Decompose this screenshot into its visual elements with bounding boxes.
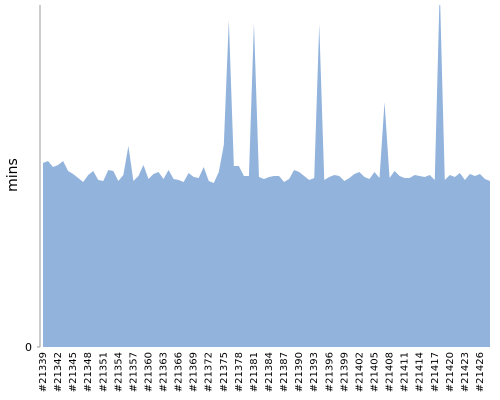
x-tick-label: #21384 [264, 352, 275, 392]
x-tick-label: #21405 [369, 352, 380, 392]
x-tick-label: #21426 [475, 352, 486, 392]
x-tick-label: #21408 [385, 352, 396, 392]
x-tick-label: #21378 [234, 352, 245, 392]
x-tick-label: #21387 [279, 352, 290, 392]
x-tick-label: #21411 [400, 352, 411, 392]
x-tick-label: #21393 [309, 352, 320, 392]
x-tick-label: #21360 [143, 352, 154, 392]
y-tick-label: 0 [25, 341, 32, 354]
x-tick-label: #21348 [83, 352, 94, 392]
x-tick-label: #21414 [415, 352, 426, 392]
x-tick-label: #21381 [249, 352, 260, 392]
x-tick-label: #21369 [189, 352, 200, 392]
y-axis-label: mins [5, 158, 21, 192]
x-tick-label: #21363 [159, 352, 170, 392]
x-tick-label: #21372 [204, 352, 215, 392]
x-tick-label: #21402 [354, 352, 365, 392]
area [43, 5, 490, 347]
x-tick-label: #21375 [219, 352, 230, 392]
x-tick-label: #21354 [113, 352, 124, 392]
x-tick-label: #21345 [68, 352, 79, 392]
x-tick-label: #21420 [445, 352, 456, 392]
x-tick-label: #21390 [294, 352, 305, 392]
x-tick-label: #21396 [324, 352, 335, 392]
x-tick-label: #21351 [98, 352, 109, 392]
x-tick-label: #21417 [430, 352, 441, 392]
x-tick-label: #21399 [339, 352, 350, 392]
x-tick-label: #21357 [128, 352, 139, 392]
x-tick-label: #21342 [53, 352, 64, 392]
x-tick-label: #21423 [460, 352, 471, 392]
x-tick-label: #21339 [38, 352, 49, 392]
x-tick-label: #21366 [174, 352, 185, 392]
